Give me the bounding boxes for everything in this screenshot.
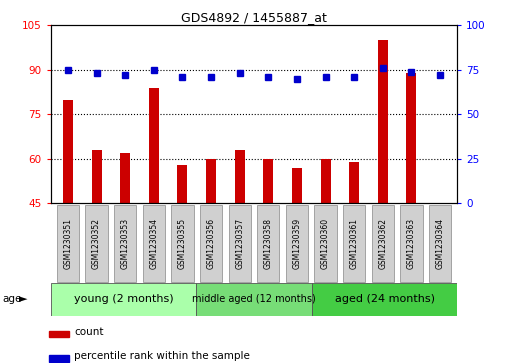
FancyBboxPatch shape (229, 205, 251, 282)
FancyBboxPatch shape (143, 205, 165, 282)
FancyBboxPatch shape (171, 205, 194, 282)
Text: GSM1230352: GSM1230352 (92, 218, 101, 269)
Text: GSM1230363: GSM1230363 (407, 218, 416, 269)
FancyBboxPatch shape (429, 205, 451, 282)
Text: percentile rank within the sample: percentile rank within the sample (74, 351, 250, 362)
Text: GSM1230351: GSM1230351 (64, 218, 73, 269)
Bar (63, 99, 73, 203)
Text: ►: ► (19, 294, 28, 305)
Text: count: count (74, 327, 104, 337)
Text: GSM1230356: GSM1230356 (207, 218, 215, 269)
Title: GDS4892 / 1455887_at: GDS4892 / 1455887_at (181, 11, 327, 24)
Text: GSM1230364: GSM1230364 (435, 218, 444, 269)
Text: GSM1230360: GSM1230360 (321, 218, 330, 269)
Bar (206, 159, 216, 203)
FancyBboxPatch shape (343, 205, 365, 282)
Bar (292, 168, 302, 203)
FancyBboxPatch shape (286, 205, 308, 282)
FancyBboxPatch shape (257, 205, 279, 282)
FancyBboxPatch shape (196, 283, 312, 316)
FancyBboxPatch shape (85, 205, 108, 282)
Text: aged (24 months): aged (24 months) (335, 294, 435, 305)
Text: GSM1230353: GSM1230353 (121, 218, 130, 269)
FancyBboxPatch shape (314, 205, 337, 282)
FancyBboxPatch shape (57, 205, 79, 282)
Bar (177, 165, 187, 203)
Bar (49, 355, 69, 362)
Text: GSM1230354: GSM1230354 (149, 218, 158, 269)
FancyBboxPatch shape (400, 205, 423, 282)
FancyBboxPatch shape (51, 283, 196, 316)
Text: age: age (3, 294, 22, 305)
Bar (49, 331, 69, 337)
Bar (120, 153, 130, 203)
Text: GSM1230357: GSM1230357 (235, 218, 244, 269)
Bar (378, 40, 388, 203)
Bar (149, 88, 159, 203)
Text: GSM1230362: GSM1230362 (378, 218, 387, 269)
Text: middle aged (12 months): middle aged (12 months) (192, 294, 316, 305)
Bar (321, 159, 331, 203)
Bar (263, 159, 273, 203)
Bar (91, 150, 102, 203)
Bar (235, 150, 245, 203)
FancyBboxPatch shape (312, 283, 457, 316)
FancyBboxPatch shape (200, 205, 222, 282)
Text: GSM1230359: GSM1230359 (293, 218, 301, 269)
FancyBboxPatch shape (114, 205, 136, 282)
Text: GSM1230361: GSM1230361 (350, 218, 359, 269)
Text: GSM1230355: GSM1230355 (178, 218, 187, 269)
Text: young (2 months): young (2 months) (74, 294, 173, 305)
Bar (406, 73, 417, 203)
FancyBboxPatch shape (372, 205, 394, 282)
Text: GSM1230358: GSM1230358 (264, 218, 273, 269)
Bar (349, 162, 359, 203)
